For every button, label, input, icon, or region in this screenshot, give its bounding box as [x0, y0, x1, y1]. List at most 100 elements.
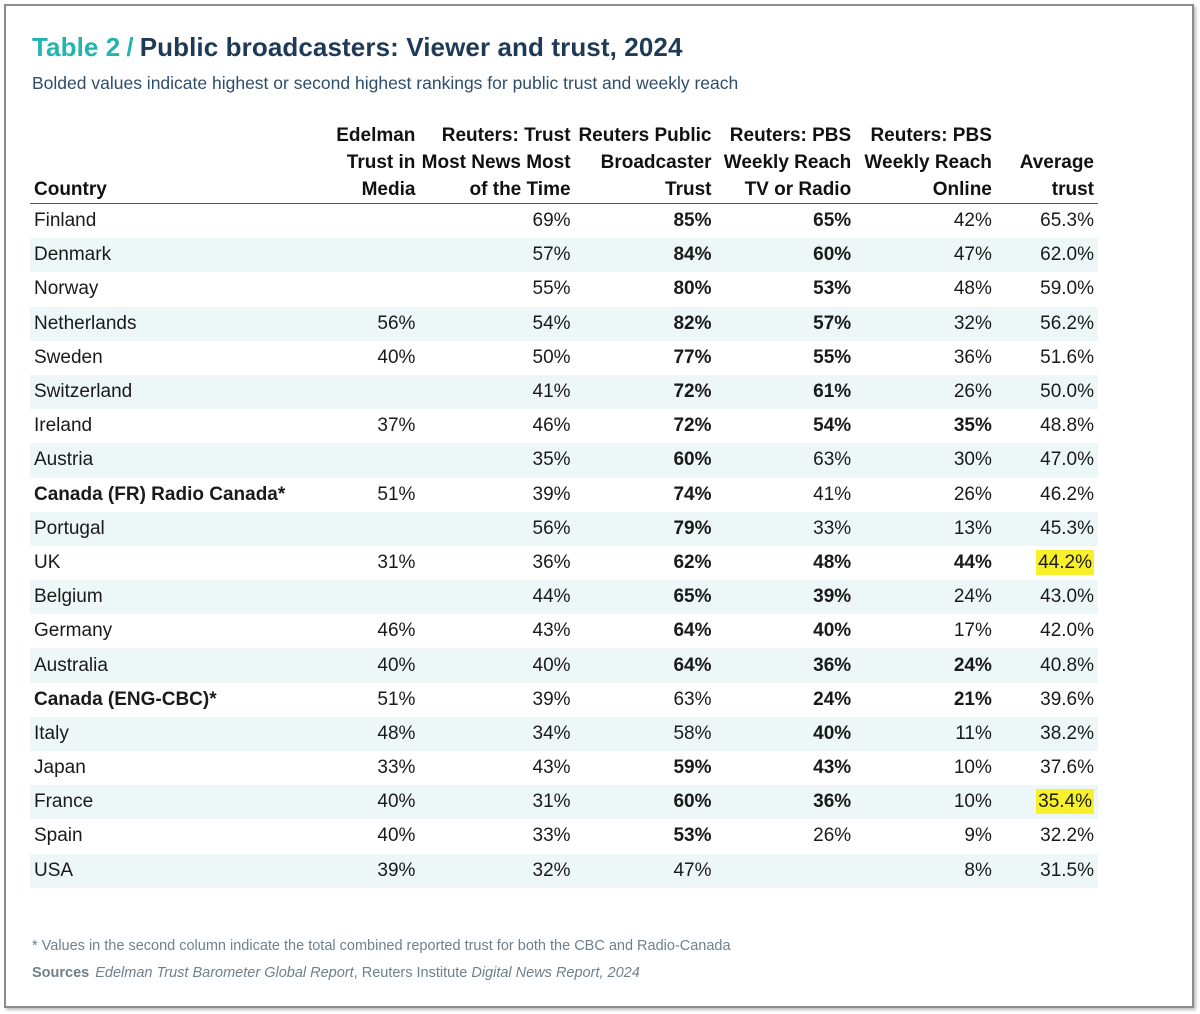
cell-average: 51.6%: [1040, 346, 1094, 368]
header-average-trust: Average trust: [996, 122, 1098, 204]
cell-reuters-trust: 50%: [532, 346, 571, 368]
header-line: Most News Most: [421, 152, 571, 173]
cell-reach-tv: 60%: [715, 238, 856, 273]
cell-edelman: 56%: [289, 306, 420, 341]
table-title: Table 2/Public broadcasters: Viewer and …: [32, 32, 683, 63]
title-text: Public broadcasters: Viewer and trust, 2…: [139, 32, 683, 62]
cell-reach-online: 35%: [953, 415, 992, 437]
cell-average: 50.0%: [995, 374, 1098, 410]
cell-pbs-trust: 63%: [673, 688, 712, 710]
cell-reach-online: 17%: [953, 620, 992, 642]
cell-pbs-trust: 65%: [574, 580, 716, 615]
footnote: * Values in the second column indicate t…: [32, 938, 731, 954]
cell-reach-tv: 36%: [715, 785, 856, 820]
header-row: Country Edelman Trust in Media Reuters: Tru…: [30, 122, 1098, 204]
cell-reach-online: 42%: [953, 210, 992, 232]
cell-country: Japan: [34, 757, 86, 779]
cell-average: 37.6%: [1040, 757, 1094, 779]
cell-reach-tv: 48%: [813, 551, 852, 573]
cell-average: 35.4%: [995, 785, 1098, 820]
cell-average: 43.0%: [995, 580, 1098, 615]
cell-edelman: [289, 374, 420, 410]
cell-reach-online: 26%: [855, 374, 996, 410]
cell-pbs-trust: 74%: [673, 483, 712, 505]
cell-average: 44.2%: [996, 546, 1098, 580]
table-row: UK 31% 36% 62% 48% 44% 44.2%: [30, 546, 1098, 580]
cell-pbs-trust: 64%: [574, 648, 716, 683]
cell-reach-tv: 55%: [813, 346, 852, 368]
document-frame: [4, 4, 1194, 1008]
cell-pbs-trust: 72%: [574, 374, 716, 410]
cell-country: Australia: [30, 648, 290, 683]
table-row: USA 39% 32% 47% 8% 31.5%: [30, 853, 1098, 888]
cell-average: 48.8%: [1040, 415, 1094, 437]
cell-country: Portugal: [30, 511, 290, 546]
cell-reach-online: 30%: [855, 443, 996, 478]
cell-reach-online: 11%: [855, 716, 996, 751]
cell-edelman: [289, 580, 420, 615]
cell-reuters-trust: 35%: [419, 443, 575, 478]
cell-country: Belgium: [30, 580, 290, 615]
cell-edelman: [289, 272, 419, 306]
header-line: Reuters: PBS: [870, 125, 992, 146]
cell-reach-tv: 43%: [813, 757, 852, 779]
table-row: Germany 46% 43% 64% 40% 17% 42.0%: [30, 614, 1098, 648]
cell-reach-tv: 65%: [813, 210, 852, 232]
cell-reach-tv: 57%: [715, 306, 856, 341]
cell-edelman: 46%: [377, 620, 416, 642]
cell-average: 47.0%: [995, 443, 1098, 478]
cell-reach-online: 47%: [855, 238, 996, 273]
cell-country: Netherlands: [30, 306, 290, 341]
cell-average: 62.0%: [995, 238, 1098, 273]
table-row: Japan 33% 43% 59% 43% 10% 37.6%: [30, 751, 1098, 785]
cell-reach-tv: 26%: [813, 825, 852, 847]
table-row: Sweden 40% 50% 77% 55% 36% 51.6%: [30, 341, 1098, 375]
cell-pbs-trust: 85%: [673, 210, 712, 232]
table-row: Canada (ENG-CBC)* 51% 39% 63% 24% 21% 39.6%: [30, 683, 1098, 717]
cell-country: Denmark: [30, 238, 290, 273]
table-row: Switzerland 41% 72% 61% 26% 50.0%: [30, 374, 1098, 410]
cell-reach-online: 24%: [855, 580, 996, 615]
cell-reuters-trust: 43%: [532, 620, 571, 642]
header-reuters-trust-news: Reuters: Trust Most News Most of the Time: [419, 122, 574, 204]
table-row: Canada (FR) Radio Canada* 51% 39% 74% 41% 26%…: [30, 478, 1098, 512]
cell-reuters-trust: 43%: [532, 757, 571, 779]
header-line: Weekly Reach: [723, 152, 852, 173]
cell-average: 38.2%: [995, 716, 1098, 751]
table-number: Table 2: [32, 32, 121, 62]
cell-average: 56.2%: [995, 306, 1098, 341]
cell-edelman: 40%: [377, 825, 416, 847]
table-body: Finland 69% 85% 65% 42% 65.3% Denmark 57% 84% 60%…: [30, 204, 1098, 888]
source-edelman: Edelman Trust Barometer Global Report: [95, 965, 354, 981]
header-line: Reuters: PBS: [729, 125, 852, 146]
header-line: Trust: [665, 179, 712, 200]
cell-reuters-trust: 31%: [419, 785, 575, 820]
cell-edelman: [289, 204, 419, 239]
cell-reach-online: 13%: [855, 511, 996, 546]
cell-pbs-trust: 60%: [574, 443, 716, 478]
cell-pbs-trust: 80%: [673, 278, 712, 300]
cell-pbs-trust: 53%: [673, 825, 712, 847]
cell-average: 42.0%: [1040, 620, 1094, 642]
cell-reuters-trust: 41%: [419, 374, 575, 410]
cell-reuters-trust: 54%: [419, 306, 575, 341]
cell-reach-online: 8%: [855, 853, 996, 888]
cell-average: 40.8%: [995, 648, 1098, 683]
header-line: Broadcaster: [600, 152, 712, 173]
cell-average: 46.2%: [1040, 483, 1094, 505]
cell-reach-online: 48%: [953, 278, 992, 300]
cell-reach-online: 9%: [964, 825, 992, 847]
header-line: trust: [1051, 179, 1094, 200]
cell-average: 45.3%: [995, 511, 1098, 546]
cell-reuters-trust: 56%: [419, 511, 575, 546]
cell-edelman: 48%: [289, 716, 420, 751]
cell-country: Germany: [34, 620, 113, 642]
header-edelman-trust: Edelman Trust in Media: [289, 122, 419, 204]
cell-reach-tv: 61%: [715, 374, 856, 410]
cell-country: Canada (FR) Radio Canada*: [34, 483, 286, 505]
cell-average: 31.5%: [995, 853, 1098, 888]
source-reuters: Digital News Report, 2024: [471, 965, 640, 981]
cell-country: Switzerland: [30, 374, 290, 410]
cell-country: Sweden: [34, 346, 103, 368]
header-country: Country: [30, 122, 289, 204]
